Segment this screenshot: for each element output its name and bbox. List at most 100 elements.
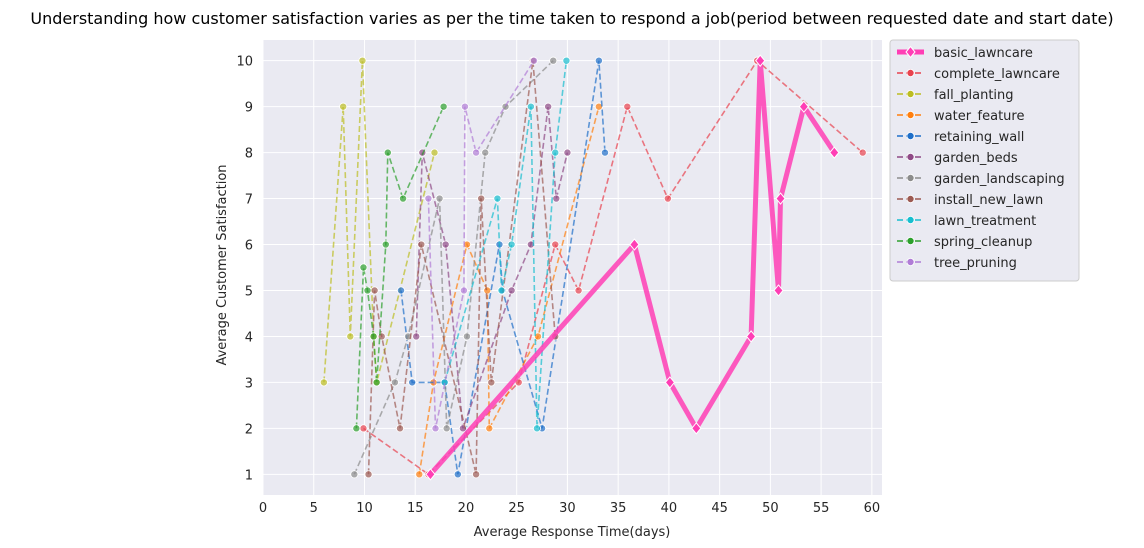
- y-tick-label: 6: [245, 239, 253, 254]
- data-point: [594, 102, 603, 111]
- legend-label: garden_beds: [934, 151, 1018, 166]
- data-point: [383, 148, 392, 157]
- data-point: [600, 148, 609, 157]
- data-point: [424, 194, 433, 203]
- legend-item-garden_beds: garden_beds: [897, 151, 1018, 166]
- data-point: [493, 194, 502, 203]
- legend-item-lawn_treatment: lawn_treatment: [897, 214, 1036, 229]
- legend-label: install_new_lawn: [934, 193, 1043, 208]
- x-tick-label: 15: [407, 501, 424, 516]
- data-point: [390, 378, 399, 387]
- data-point: [441, 240, 450, 249]
- x-tick-label: 40: [661, 501, 678, 516]
- legend-label: water_feature: [934, 109, 1024, 124]
- legend-label: tree_pruning: [934, 256, 1017, 271]
- x-tick-label: 55: [813, 501, 830, 516]
- x-tick-label: 10: [356, 501, 373, 516]
- data-point: [369, 332, 378, 341]
- data-point: [691, 422, 702, 435]
- series-line: [427, 60, 535, 429]
- data-point: [430, 148, 439, 157]
- legend-item-spring_cleanup: spring_cleanup: [897, 235, 1032, 250]
- y-tick-label: 9: [245, 101, 253, 116]
- data-point: [381, 240, 390, 249]
- y-axis-label: Average Customer Satisfaction: [215, 164, 230, 365]
- data-point: [415, 470, 424, 479]
- data-point: [397, 286, 406, 295]
- data-point: [594, 56, 603, 65]
- data-point: [352, 424, 361, 433]
- data-point: [395, 424, 404, 433]
- data-point: [350, 470, 359, 479]
- data-point: [358, 56, 367, 65]
- data-point: [533, 332, 542, 341]
- legend-marker: [906, 194, 915, 203]
- legend-item-complete_lawncare: complete_lawncare: [897, 67, 1060, 82]
- x-tick-label: 60: [864, 501, 881, 516]
- legend-marker: [906, 173, 915, 182]
- y-tick-label: 10: [236, 55, 253, 70]
- legend-marker: [906, 69, 915, 78]
- series-line: [415, 106, 569, 429]
- data-point: [497, 286, 506, 295]
- data-point: [532, 424, 541, 433]
- legend-item-fall_planting: fall_planting: [897, 88, 1014, 103]
- data-point: [435, 194, 444, 203]
- series-garden_landscaping: [350, 56, 558, 479]
- data-point: [773, 284, 784, 297]
- legend-item-retaining_wall: retaining_wall: [897, 130, 1024, 145]
- y-tick-label: 2: [245, 422, 253, 437]
- data-point: [339, 102, 348, 111]
- data-point: [623, 102, 632, 111]
- data-point: [629, 238, 640, 251]
- data-point: [399, 194, 408, 203]
- data-point: [372, 378, 381, 387]
- x-axis-label: Average Response Time(days): [474, 525, 671, 540]
- data-point: [417, 240, 426, 249]
- data-point: [412, 332, 421, 341]
- data-point: [551, 240, 560, 249]
- data-point: [507, 240, 516, 249]
- data-point: [359, 263, 368, 272]
- legend-label: retaining_wall: [934, 130, 1024, 145]
- x-tick-label: 30: [559, 501, 576, 516]
- data-point: [462, 332, 471, 341]
- legend-marker: [906, 90, 915, 99]
- data-point: [431, 424, 440, 433]
- data-point: [552, 194, 561, 203]
- data-point: [551, 148, 560, 157]
- data-point: [487, 378, 496, 387]
- legend-label: lawn_treatment: [934, 214, 1036, 229]
- data-point: [364, 470, 373, 479]
- data-point: [501, 102, 510, 111]
- series-basic_lawncare: [425, 54, 840, 481]
- legend-item-basic_lawncare: basic_lawncare: [897, 45, 1033, 61]
- legend-marker: [905, 45, 916, 59]
- data-point: [574, 286, 583, 295]
- legend-marker: [906, 215, 915, 224]
- legend-marker: [906, 236, 915, 245]
- data-point: [775, 192, 786, 205]
- legend-label: complete_lawncare: [934, 67, 1060, 82]
- legend: basic_lawncare complete_lawncare fall_plan…: [889, 39, 1080, 282]
- series-install_new_lawn: [364, 56, 560, 479]
- data-point: [477, 194, 486, 203]
- legend-label: fall_planting: [934, 88, 1014, 103]
- series-line: [428, 58, 837, 476]
- legend-marker: [906, 111, 915, 120]
- data-point: [481, 148, 490, 157]
- x-tick-label: 20: [458, 501, 475, 516]
- data-point: [459, 286, 468, 295]
- legend-label: garden_landscaping: [934, 172, 1065, 187]
- data-point: [408, 378, 417, 387]
- x-tick-label: 0: [259, 501, 267, 516]
- legend-marker: [906, 257, 915, 266]
- legend-marker: [906, 152, 915, 161]
- data-point: [359, 424, 368, 433]
- data-point: [483, 286, 492, 295]
- data-point: [460, 102, 469, 111]
- x-tick-label: 25: [508, 501, 525, 516]
- x-tick-label: 35: [610, 501, 627, 516]
